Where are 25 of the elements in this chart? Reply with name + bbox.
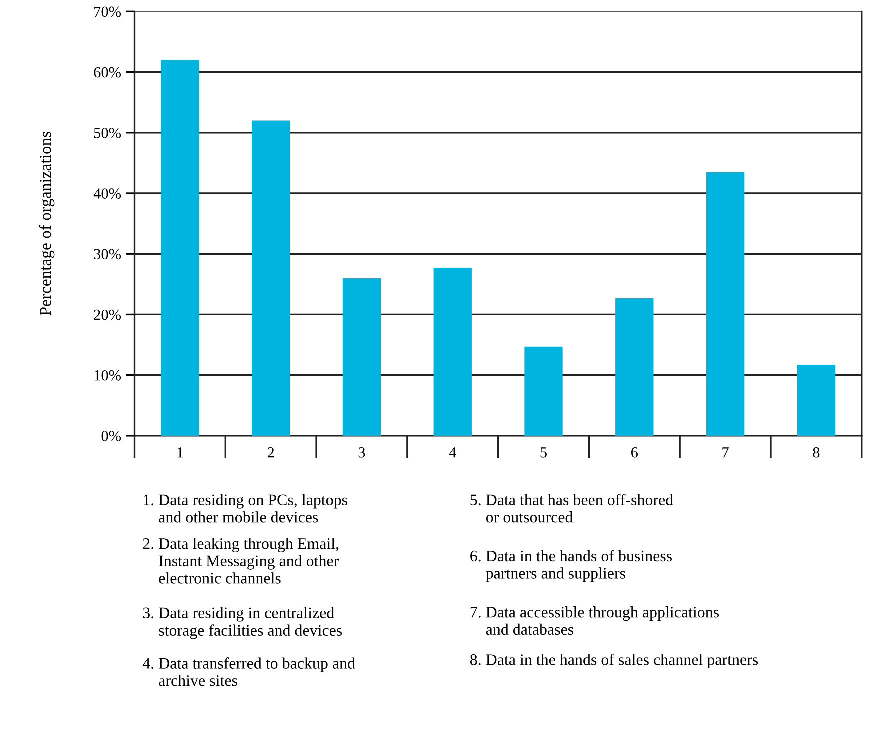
y-tick-label: 10% [94, 370, 122, 381]
x-tick-label: 2 [268, 448, 274, 458]
text: 6. Data in the hands of business partners and suppliers [470, 550, 672, 582]
text: 7. Data accessible through applications and databases [470, 606, 720, 636]
x-tick-label: 5 [540, 448, 547, 458]
y-tick-label: 60% [94, 67, 122, 78]
x-tick-label: 1 [178, 448, 184, 458]
x-tick-label: 3 [358, 448, 366, 458]
text: 3. Data residing in centralized storage facilities and devices [143, 607, 342, 640]
text: 4. Data transferred to backup and archive sites [142, 658, 356, 686]
y-tick-label: 50% [94, 128, 122, 138]
y-tick-label: 30% [94, 249, 122, 260]
text: 8. Data in the hands of sales channel partners [470, 654, 758, 669]
x-tick-label: 8 [813, 447, 820, 458]
text: 1. Data residing on PCs, laptops and other mobile devices [144, 494, 348, 523]
x-tick-label: 4 [449, 448, 456, 458]
y-axis-title: Percentage of organizations [39, 132, 55, 316]
y-tick-label: 70% [94, 6, 122, 18]
x-tick-label: 7 [722, 448, 729, 458]
text: 2. Data leaking through Email, Instant Messaging and other electronic channels [143, 538, 339, 584]
y-tick-label: 40% [94, 188, 122, 199]
text: 5. Data that has been off-shored or outsourced [470, 494, 674, 523]
x-tick-label: 6 [631, 448, 638, 458]
y-tick-label: 0% [102, 431, 122, 442]
y-tick-label: 20% [94, 310, 122, 320]
